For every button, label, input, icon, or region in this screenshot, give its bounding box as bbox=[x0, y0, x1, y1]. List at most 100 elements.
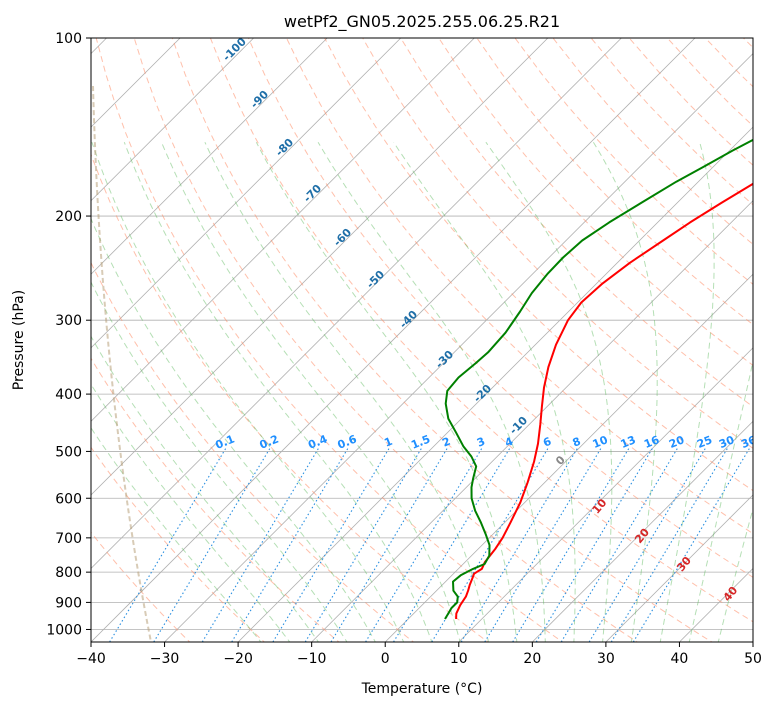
dry-adiabat bbox=[91, 261, 415, 642]
dry-adiabat bbox=[209, 38, 753, 623]
mixing-ratio-line bbox=[484, 447, 602, 642]
dry-adiabat bbox=[362, 38, 753, 449]
mixing-ratio-line bbox=[231, 447, 349, 642]
moist-adiabat bbox=[123, 142, 433, 642]
mixing-ratio-line bbox=[512, 447, 630, 642]
isotherm bbox=[311, 200, 753, 642]
moist-adiabat bbox=[91, 427, 262, 642]
dry-adiabat bbox=[476, 38, 753, 326]
x-tick-label: 0 bbox=[381, 651, 390, 667]
mixing-ratio-line bbox=[304, 447, 423, 642]
mixing-ratio-line bbox=[153, 447, 271, 642]
y-tick-label: 300 bbox=[55, 313, 82, 329]
y-axis: 1000 900 800 700 600 500 400 300 200 100 bbox=[46, 31, 91, 638]
x-tick-label: 30 bbox=[597, 651, 615, 667]
moist-adiabat bbox=[91, 383, 291, 642]
dry-adiabats bbox=[91, 38, 753, 642]
mixing-ratio-line bbox=[588, 447, 707, 642]
x-tick-label: 50 bbox=[744, 651, 762, 667]
isotherm bbox=[91, 38, 622, 570]
mixing-ratio-line bbox=[330, 447, 449, 642]
plot-frame bbox=[90, 37, 754, 643]
mixing-ratio-lines bbox=[92, 85, 751, 642]
isotherm bbox=[91, 38, 254, 202]
dry-adiabat bbox=[438, 38, 753, 366]
x-tick-label: 20 bbox=[523, 651, 541, 667]
plot-area: -100-90-80-70-60-50-40-30-20-1000.1 0.2 0.… bbox=[91, 38, 753, 642]
x-axis: −40 −30 −20 −10 0 10 20 30 40 50 bbox=[76, 642, 762, 667]
x-tick-label: 40 bbox=[671, 651, 689, 667]
isotherm bbox=[91, 38, 696, 642]
moist-adiabat bbox=[717, 506, 753, 642]
dry-adiabat bbox=[171, 38, 713, 642]
dewpoint-profile bbox=[444, 138, 753, 620]
dry-adiabat bbox=[133, 38, 639, 642]
mixing-ratio-label: 30 bbox=[717, 433, 736, 451]
isotherm bbox=[91, 38, 549, 496]
moist-adiabat bbox=[91, 335, 320, 642]
dry-adiabat bbox=[95, 38, 564, 642]
dry-adiabat bbox=[286, 38, 753, 535]
x-axis-label: Temperature (°C) bbox=[361, 681, 483, 697]
moist-adiabat bbox=[659, 142, 715, 642]
moist-adiabats bbox=[91, 141, 753, 642]
mixing-ratio-label: 3 bbox=[475, 435, 487, 450]
y-axis-label: Pressure (hPa) bbox=[11, 290, 27, 390]
dry-adiabat bbox=[514, 38, 753, 285]
chart-title: wetPf2_GN05.2025.255.06.25.R21 bbox=[284, 12, 560, 32]
isotherm bbox=[91, 38, 475, 422]
y-tick-label: 1000 bbox=[46, 622, 82, 638]
x-tick-label: −40 bbox=[76, 651, 106, 667]
moist-adiabat bbox=[592, 141, 658, 642]
moist-adiabat bbox=[688, 358, 753, 642]
mixing-ratio-label: 2 bbox=[440, 435, 452, 450]
y-tick-label: 100 bbox=[55, 31, 82, 47]
y-tick-label: 200 bbox=[55, 209, 82, 225]
sounding-series bbox=[444, 138, 753, 620]
moist-adiabat bbox=[91, 217, 376, 642]
dry-adiabat bbox=[324, 38, 753, 492]
mixing-ratio-line bbox=[365, 447, 483, 642]
moist-adiabat bbox=[317, 141, 546, 642]
moist-adiabat bbox=[393, 141, 576, 642]
y-tick-label: 500 bbox=[55, 444, 82, 460]
mixing-ratio-line bbox=[535, 447, 654, 642]
dry-adiabat bbox=[91, 357, 340, 642]
isotherm bbox=[164, 52, 753, 642]
isotherm bbox=[605, 494, 753, 642]
moist-adiabat bbox=[91, 142, 405, 642]
saturation-curve bbox=[92, 85, 152, 642]
pressure-gridlines bbox=[91, 38, 753, 630]
mixing-ratio-line bbox=[393, 447, 511, 642]
mixing-ratio-label: 25 bbox=[695, 433, 714, 451]
x-tick-label: −10 bbox=[297, 651, 327, 667]
isotherm bbox=[384, 273, 753, 642]
isotherm bbox=[458, 347, 753, 642]
mixing-ratio-line bbox=[109, 447, 227, 642]
mixing-ratio-label: 20 bbox=[667, 433, 686, 451]
x-tick-label: 10 bbox=[450, 651, 468, 667]
y-tick-label: 900 bbox=[55, 595, 82, 611]
y-tick-label: 800 bbox=[55, 565, 82, 581]
mixing-ratio-line bbox=[610, 447, 729, 642]
mixing-ratio-line bbox=[560, 447, 679, 642]
x-tick-label: −20 bbox=[223, 651, 253, 667]
isotherm bbox=[237, 126, 753, 642]
moist-adiabat bbox=[204, 141, 490, 642]
mixing-ratio-line bbox=[201, 447, 320, 642]
mixing-ratio-label: 1 bbox=[382, 435, 394, 450]
y-tick-label: 700 bbox=[55, 531, 82, 547]
moist-adiabat bbox=[485, 141, 613, 642]
moist-adiabat bbox=[161, 142, 461, 642]
mixing-ratio-label: 16 bbox=[642, 433, 661, 451]
dry-adiabat bbox=[91, 446, 266, 642]
x-tick-label: −30 bbox=[150, 651, 180, 667]
y-tick-label: 400 bbox=[55, 387, 82, 403]
skewed-isotherms bbox=[91, 38, 753, 642]
mixing-ratio-label: 8 bbox=[571, 435, 583, 450]
isotherm bbox=[532, 420, 753, 642]
dry-adiabat bbox=[247, 38, 753, 578]
mixing-ratio-label: 13 bbox=[619, 433, 638, 451]
